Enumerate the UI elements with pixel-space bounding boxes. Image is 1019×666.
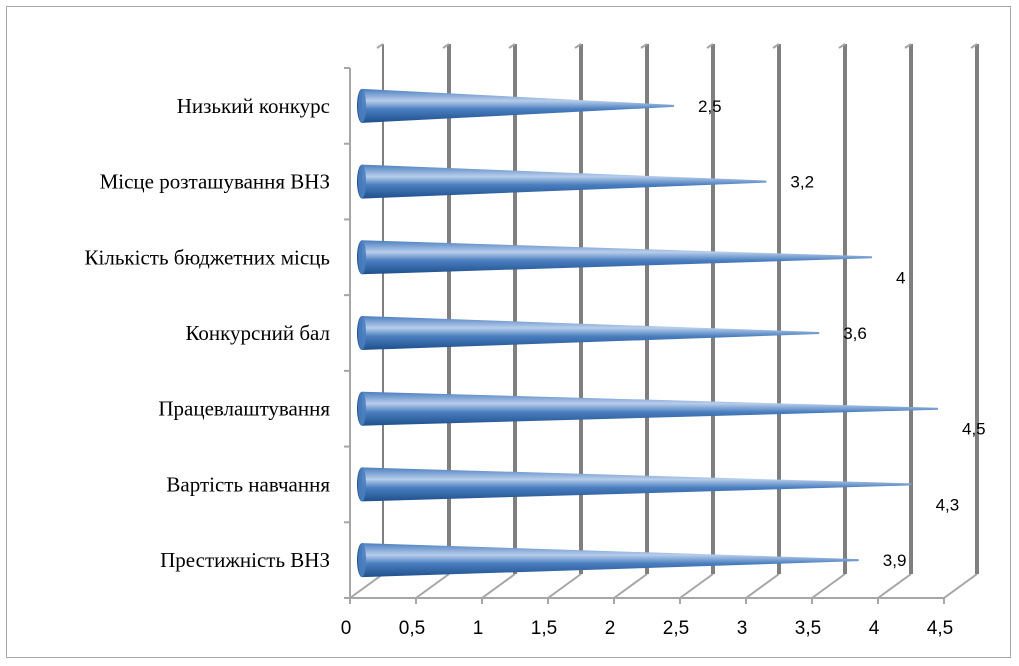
category-label-5: Місце розташування ВНЗ (100, 170, 330, 194)
category-label-3: Конкурсний бал (185, 321, 330, 345)
gridline-5 (679, 43, 715, 604)
data-label-2: 4,5 (962, 420, 986, 439)
gridline-9 (943, 43, 979, 604)
bar-2 (357, 391, 938, 426)
bar-4 (357, 240, 872, 275)
gridline-4 (613, 43, 649, 604)
category-label-0: Престижність ВНЗ (160, 548, 330, 572)
gridline-7 (811, 43, 847, 604)
x-tick-label-4: 2 (605, 618, 616, 639)
category-label-2: Працевлаштування (158, 397, 330, 421)
bar-5 (357, 164, 767, 199)
x-tick-label-2: 1 (473, 618, 484, 639)
x-tick-label-8: 4 (869, 618, 880, 639)
x-tick-label-3: 1,5 (531, 618, 557, 639)
bar-0 (357, 543, 859, 578)
data-label-3: 3,6 (843, 324, 867, 343)
x-tick-label-6: 3 (737, 618, 748, 639)
x-tick-label-9: 4,5 (927, 618, 953, 639)
data-label-5: 3,2 (790, 173, 814, 192)
data-label-0: 3,9 (883, 551, 907, 570)
gridline-8 (877, 43, 913, 604)
data-label-6: 2,5 (698, 97, 722, 116)
x-tick-label-0: 0 (341, 618, 352, 639)
bar-3 (357, 316, 820, 350)
data-label-4: 4 (896, 268, 905, 287)
data-label-1: 4,3 (936, 495, 960, 514)
x-tick-label-7: 3,5 (795, 618, 821, 639)
x-tick-label-1: 0,5 (399, 618, 425, 639)
bar-1 (357, 467, 912, 502)
category-label-4: Кількість бюджетних місць (85, 245, 330, 269)
category-label-1: Вартість навчання (166, 472, 330, 496)
gridline-6 (745, 43, 781, 604)
category-label-6: Низький конкурс (177, 94, 330, 118)
bar-6 (357, 88, 674, 123)
x-tick-label-5: 2,5 (663, 618, 689, 639)
